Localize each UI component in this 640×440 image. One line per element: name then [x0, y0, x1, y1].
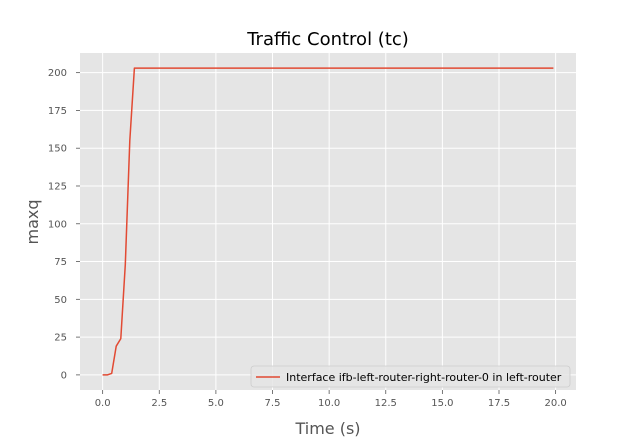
x-axis: 0.0 2.5 5.0 7.5 10.0 12.5 15.0 17.5 20.0 [95, 390, 567, 409]
x-tick-label: 10.0 [318, 398, 340, 409]
x-tick-label: 12.5 [375, 398, 397, 409]
series-line [102, 67, 554, 376]
x-tick-label: 2.5 [151, 398, 167, 409]
y-tick-label: 75 [54, 257, 67, 268]
y-tick-label: 50 [54, 295, 67, 306]
y-tick-label: 125 [48, 181, 67, 192]
x-tick-label: 0.0 [95, 398, 111, 409]
x-tick-label: 17.5 [488, 398, 510, 409]
series-group [102, 67, 554, 376]
x-tick-label: 5.0 [208, 398, 224, 409]
y-tick-label: 0 [61, 370, 67, 381]
x-tick-label: 7.5 [265, 398, 281, 409]
y-axis: 0 25 50 75 100 125 150 175 200 [48, 68, 80, 381]
y-tick-label: 175 [48, 106, 67, 117]
y-tick-label: 100 [48, 219, 67, 230]
y-tick-label: 200 [48, 68, 67, 79]
y-axis-title: maxq [23, 199, 42, 244]
y-tick-label: 25 [54, 333, 67, 344]
y-tick-label: 150 [48, 144, 67, 155]
x-tick-label: 15.0 [431, 398, 453, 409]
legend: Interface ifb-left-router-right-router-0… [250, 365, 571, 388]
x-tick-label: 20.0 [544, 398, 566, 409]
x-axis-title: Time (s) [294, 419, 360, 438]
legend-box [250, 365, 571, 388]
legend-label: Interface ifb-left-router-right-router-0… [286, 371, 562, 384]
chart-title: Traffic Control (tc) [246, 29, 409, 50]
plot-area [80, 53, 576, 390]
